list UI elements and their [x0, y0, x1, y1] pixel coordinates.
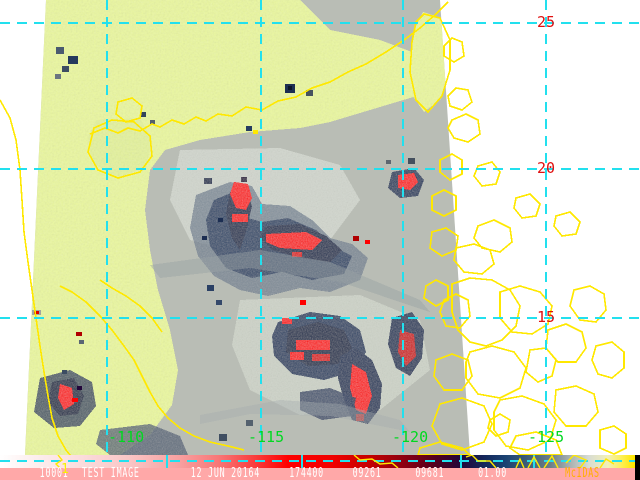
lat-label-25: 25	[537, 13, 556, 31]
satellite-image-canvas[interactable]: 25 20 15 -110 -115 -120 -125	[0, 0, 640, 455]
status-image-label: TEST IMAGE	[81, 466, 140, 480]
status-field-3: 01.00	[478, 466, 507, 480]
color-bar-gridline	[0, 460, 640, 462]
lon-label-125: -125	[528, 428, 565, 446]
lon-label-120: -120	[392, 428, 429, 446]
graticule-overlay: 25 20 15 -110 -115 -120 -125	[0, 0, 640, 455]
status-field-2: 09681	[415, 466, 445, 480]
status-frame-id: 10001	[39, 466, 69, 480]
color-bar-tick	[533, 455, 535, 468]
lon-line-125	[545, 0, 547, 455]
status-date: 12 JUN 20164	[190, 466, 261, 480]
mcidas-brand-label: McIDAS	[565, 466, 600, 480]
lat-label-20: 20	[537, 159, 556, 177]
lon-label-110: -110	[108, 428, 145, 446]
satellite-image	[0, 0, 627, 455]
bottom-status-bar: 10001 TEST IMAGE 12 JUN 20164 174400 092…	[0, 455, 640, 480]
lon-label-115: -115	[248, 428, 285, 446]
status-text-band: 10001 TEST IMAGE 12 JUN 20164 174400 092…	[0, 466, 640, 480]
color-bar-tick	[166, 455, 168, 468]
frame-marker-digit: 1	[61, 462, 69, 477]
lat-label-15: 15	[537, 308, 556, 326]
lon-line-110	[106, 0, 108, 455]
coastline-overlay	[0, 1, 627, 455]
lat-line-15	[0, 317, 640, 319]
color-bar-tick	[460, 455, 462, 468]
right-edge-margin	[635, 455, 640, 480]
lon-line-115	[260, 0, 262, 455]
lat-line-20	[0, 168, 640, 170]
status-time: 174400	[289, 466, 324, 480]
color-bar-tick	[301, 455, 303, 468]
coastline-over-colorbar	[54, 455, 615, 468]
lat-line-25	[0, 22, 640, 24]
status-field-1: 09261	[352, 466, 382, 480]
lon-line-120	[402, 0, 404, 455]
